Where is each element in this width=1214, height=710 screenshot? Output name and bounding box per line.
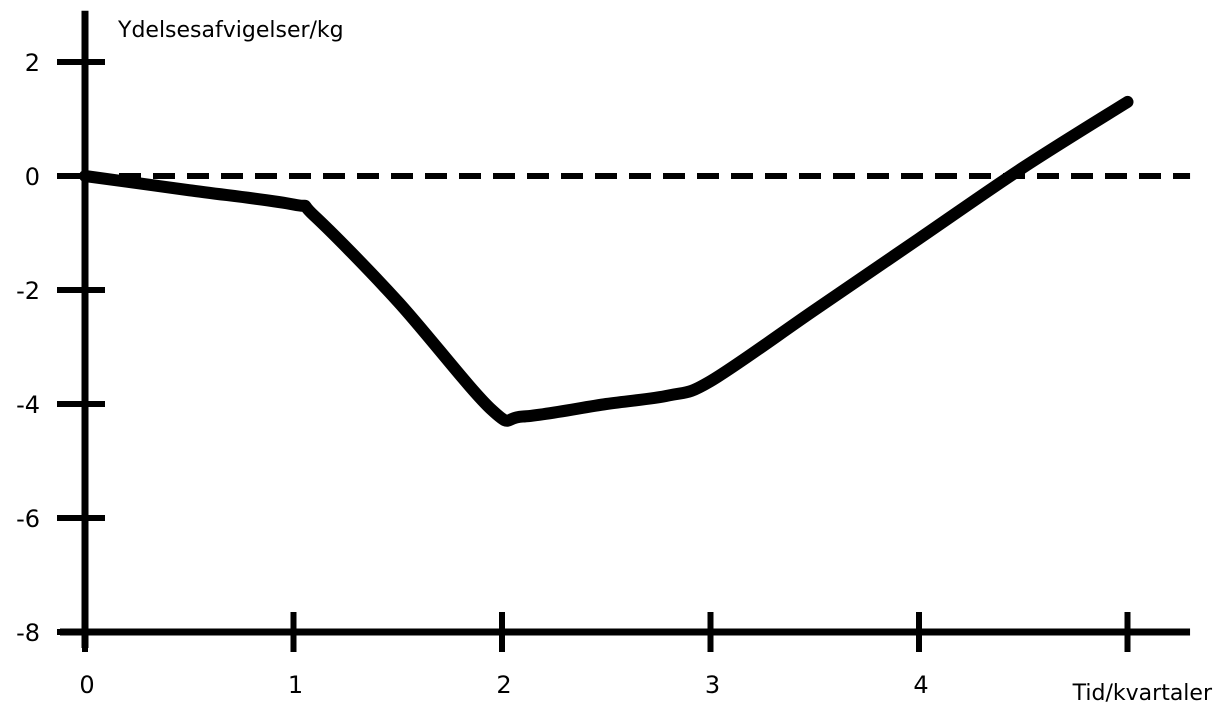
y-tick-label: -2 — [16, 277, 40, 305]
x-tick-label: 3 — [705, 671, 720, 699]
y-tick-label: 0 — [25, 163, 40, 191]
y-tick-label: -6 — [16, 505, 40, 533]
x-tick-label: 0 — [79, 671, 94, 699]
y-tick-label: -4 — [16, 391, 40, 419]
x-tick-label: 2 — [496, 671, 511, 699]
x-tick-label: 4 — [913, 671, 928, 699]
y-tick-label: -8 — [16, 619, 40, 647]
y-tick-label: 2 — [25, 49, 40, 77]
x-axis-title: Tid/kvartaler — [1072, 681, 1213, 706]
series-line — [79, 95, 1134, 427]
x-tick-label: 1 — [288, 671, 303, 699]
y-axis-title: Ydelsesafvigelser/kg — [117, 18, 344, 43]
plot-area: 2 0 -2 -4 -6 -8 0 1 2 3 4 Ydelsesafvigelser/kg Tid/k… — [16, 10, 1213, 706]
